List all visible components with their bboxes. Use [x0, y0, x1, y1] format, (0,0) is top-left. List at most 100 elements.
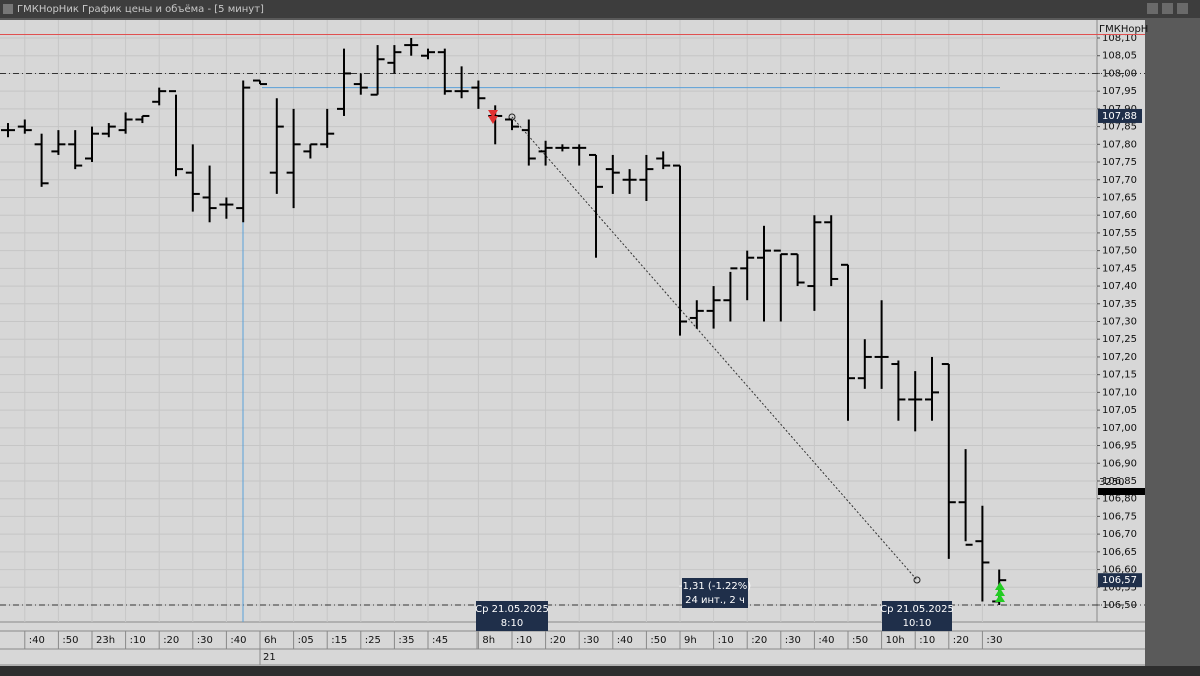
- ohlc-bar: [723, 267, 738, 322]
- y-tick-label: 108,10: [1102, 33, 1137, 44]
- price-tag: [1098, 573, 1142, 588]
- price-tag: [1098, 108, 1142, 123]
- x-tick-label: :30: [986, 635, 1002, 646]
- y-tick-label: 107,80: [1102, 139, 1137, 150]
- y-tick-label: 107,00: [1102, 423, 1137, 434]
- x-tick-label: :05: [298, 635, 314, 646]
- ohlc-bar: [572, 144, 587, 166]
- x-tick-label: :40: [230, 635, 246, 646]
- ohlc-bar: [605, 154, 620, 194]
- close-button[interactable]: [1177, 3, 1188, 14]
- ohlc-bar: [790, 253, 805, 287]
- tooltip-box: [476, 601, 548, 631]
- ohlc-bar: [437, 48, 452, 95]
- tooltip-box: [882, 601, 952, 631]
- ohlc-bar: [387, 45, 402, 74]
- y-tick-label: 107,25: [1102, 334, 1137, 345]
- y-tick-label: 107,05: [1102, 405, 1137, 416]
- ohlc-bar: [874, 300, 889, 389]
- ohlc-bar: [471, 80, 486, 109]
- price-tag-label: 107,88: [1102, 111, 1137, 122]
- y-tick-label: 107,75: [1102, 157, 1137, 168]
- y-tick-label: 107,85: [1102, 122, 1137, 133]
- maximize-button[interactable]: [1162, 3, 1173, 14]
- y-tick-label: 106,55: [1102, 582, 1137, 593]
- window-title: ГМКНорНик График цены и объёма - [5 мину…: [17, 4, 264, 15]
- ohlc-bar: [303, 143, 318, 159]
- y-tick-label: 107,95: [1102, 86, 1137, 97]
- measure-point: [913, 576, 921, 584]
- x-tick-label: 23h: [96, 635, 115, 646]
- y-tick-label: 107,50: [1102, 246, 1137, 257]
- x-tick-label: :20: [550, 635, 566, 646]
- date-label: 21: [263, 652, 276, 663]
- ohlc-bar: [219, 197, 234, 219]
- x-tick-label: 6h: [264, 635, 277, 646]
- y-tick-label: 106,75: [1102, 511, 1137, 522]
- tooltip-text: 24 инт., 2 ч: [685, 595, 745, 606]
- x-tick-label: :40: [818, 635, 834, 646]
- ohlc-bar: [152, 87, 167, 106]
- x-tick-label: :35: [398, 635, 414, 646]
- tooltip-text: Ср 21.05.2025: [880, 604, 954, 615]
- ohlc-bar: [17, 119, 32, 134]
- tooltip-text: 8:10: [501, 618, 523, 629]
- ohlc-bar: [404, 38, 419, 56]
- y-tick-label: 106,95: [1102, 441, 1137, 452]
- x-tick-label: :40: [29, 635, 45, 646]
- x-tick-label: :10: [130, 635, 146, 646]
- ohlc-bar: [454, 66, 469, 99]
- ohlc-bar: [841, 263, 855, 421]
- y-tick-label: 107,10: [1102, 387, 1137, 398]
- x-tick-label: :50: [852, 635, 868, 646]
- y-tick-label: 106,70: [1102, 529, 1137, 540]
- y-tick-label: 106,60: [1102, 565, 1137, 576]
- x-tick-label: :25: [365, 635, 381, 646]
- x-tick-label: :30: [583, 635, 599, 646]
- title-bar: [0, 0, 1200, 18]
- x-tick-label: :50: [650, 635, 666, 646]
- ohlc-bar: [286, 108, 301, 209]
- ohlc-bar: [824, 215, 839, 287]
- y-tick-label: 107,20: [1102, 352, 1137, 363]
- ohlc-bar: [941, 363, 956, 559]
- ohlc-bar: [68, 130, 83, 170]
- ohlc-bar: [891, 360, 906, 421]
- x-tick-label: 8h: [482, 635, 495, 646]
- x-tick-label: :10: [718, 635, 734, 646]
- ohlc-bar: [34, 133, 49, 187]
- x-tick-label: :30: [197, 635, 213, 646]
- x-tick-label: :45: [432, 635, 448, 646]
- ohlc-bar: [857, 339, 872, 389]
- ohlc-bar: [353, 73, 368, 95]
- x-tick-label: :20: [751, 635, 767, 646]
- ohlc-bar: [253, 79, 267, 86]
- x-tick-label: 9h: [684, 635, 697, 646]
- y-tick-label: 107,60: [1102, 210, 1137, 221]
- ohlc-bar: [269, 98, 284, 194]
- buy-signal: [995, 582, 1005, 602]
- tooltip-text: Ср 21.05.2025: [475, 604, 549, 615]
- y-tick-label: 107,40: [1102, 281, 1137, 292]
- ohlc-bar: [505, 118, 519, 131]
- ohlc-bar: [773, 249, 788, 322]
- app-icon: [3, 4, 13, 14]
- ohlc-bar: [236, 80, 251, 223]
- y-tick-label: 107,30: [1102, 317, 1137, 328]
- ohlc-bar: [538, 140, 553, 166]
- ohlc-bar: [622, 169, 637, 194]
- ohlc-bar: [337, 48, 351, 116]
- measure-line: [511, 116, 918, 581]
- price-tag-label: 106,57: [1102, 575, 1137, 586]
- y-tick-label: 106,90: [1102, 458, 1137, 469]
- ohlc-bar: [656, 151, 671, 170]
- y-tick-label: 107,35: [1102, 299, 1137, 310]
- y-tick-label: 107,70: [1102, 175, 1137, 186]
- pin-button[interactable]: [1147, 3, 1158, 14]
- ohlc-bar: [975, 505, 990, 602]
- ohlc-bar: [421, 48, 435, 60]
- instrument-label: ГМКНорН: [1099, 24, 1148, 35]
- ohlc-bar: [135, 114, 150, 124]
